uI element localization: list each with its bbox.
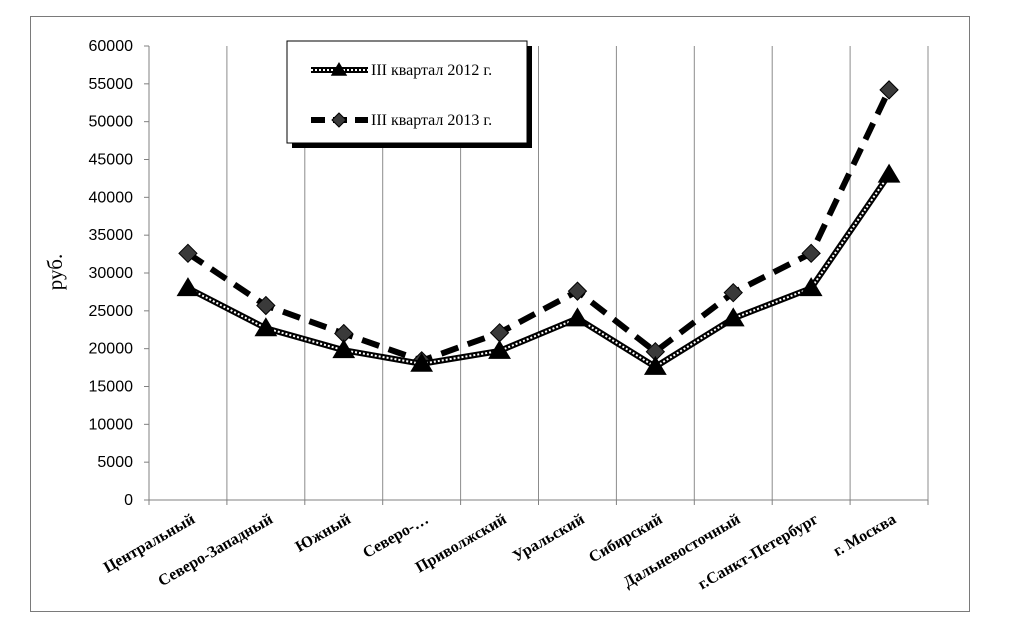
series-layer (176, 80, 901, 375)
x-tick-label: Уральский (510, 511, 587, 566)
legend-entry-2012: III квартал 2012 г. (311, 62, 492, 79)
series-2012-line-dots (187, 174, 890, 369)
data-point-2012 (566, 307, 589, 327)
y-tick-label: 25000 (89, 303, 134, 320)
legend-marker-2012 (330, 62, 348, 76)
legend-label-2012: III квартал 2012 г. (371, 62, 492, 79)
data-point-2013 (723, 282, 743, 303)
data-point-2012 (410, 352, 434, 372)
data-point-2012 (643, 355, 667, 375)
y-tick-label: 35000 (89, 227, 134, 244)
y-tick-label: 15000 (89, 379, 134, 396)
y-tick-label: 0 (124, 492, 133, 509)
legend-marker-2013 (331, 112, 347, 128)
data-point-2013 (801, 243, 821, 264)
data-point-2012 (176, 277, 200, 297)
data-point-2012 (877, 163, 901, 183)
y-tick-label: 45000 (89, 152, 134, 169)
chart-frame (30, 16, 970, 612)
data-point-2013 (879, 80, 899, 100)
data-point-2012 (799, 277, 823, 297)
x-tick-label: Южный (293, 511, 354, 556)
y-tick-label: 40000 (89, 189, 134, 206)
data-point-2013 (567, 281, 588, 301)
data-point-2013 (178, 243, 198, 264)
y-tick-label: 30000 (89, 265, 134, 282)
y-tick-label: 5000 (97, 454, 133, 471)
legend-box (286, 40, 528, 144)
y-ticks: 0 5000 10000 15000 20000 25000 30000 35000 40000… (89, 38, 149, 509)
data-point-2012 (332, 339, 356, 359)
y-tick-label: 60000 (89, 38, 134, 55)
y-tick-label: 55000 (89, 76, 134, 93)
y-axis-label: руб. (43, 254, 67, 290)
axes (148, 46, 929, 505)
data-point-2013 (256, 295, 276, 316)
y-tick-label: 10000 (89, 416, 134, 433)
y-tick-label: 20000 (89, 341, 134, 358)
legend-entry-2013: III квартал 2013 г. (311, 112, 492, 129)
data-point-2012 (721, 307, 745, 327)
series-2012 (176, 163, 901, 375)
x-tick-label: Северо-… (360, 511, 432, 562)
x-tick-label: г. Москва (831, 511, 900, 560)
legend-label-2013: III квартал 2013 г. (371, 112, 492, 129)
data-point-2012 (254, 317, 278, 337)
legend: III квартал 2012 г. III квартал 2013 г. (286, 40, 532, 148)
data-point-2012 (488, 339, 511, 359)
y-tick-label: 50000 (89, 114, 134, 131)
